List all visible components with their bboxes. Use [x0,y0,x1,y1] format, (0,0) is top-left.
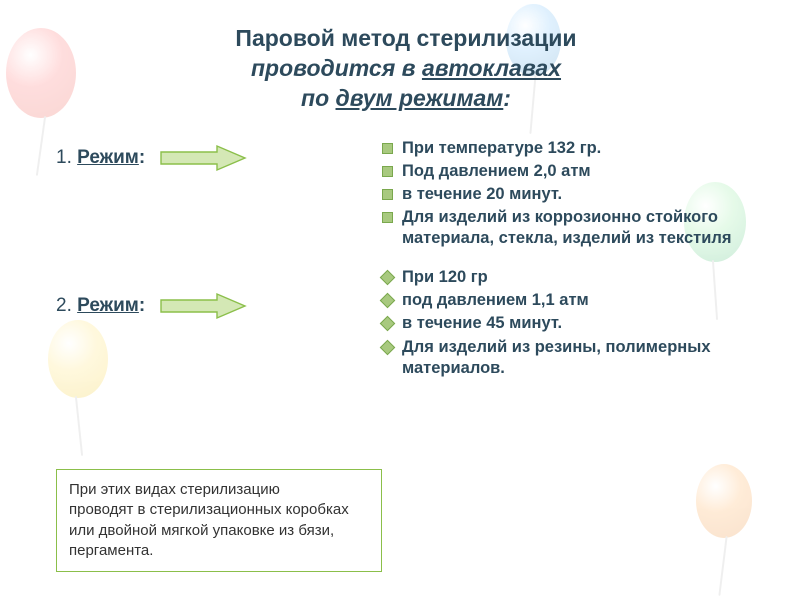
balloon-string [718,536,727,596]
list-item: При 120 гр [380,267,756,288]
mode-1-label: 1. Режим: [56,147,145,169]
title-line3-em: двум режимам [336,85,504,111]
list-item: При температуре 132 гр. [380,138,756,159]
balloon-icon [696,464,752,538]
columns: 1. Режим: 2. Режим: При температуре [56,138,756,397]
right-column: При температуре 132 гр. Под давлением 2,… [380,138,756,397]
footnote-box: При этих видах стерилизацию проводят в с… [56,469,382,572]
title-line2-em: автоклавах [422,55,561,81]
mode-1-number: 1. [56,147,72,168]
list-item: Для изделий из коррозионно стойкого мате… [380,207,756,249]
mode-2: 2. Режим: [56,292,356,320]
slide-title: Паровой метод стерилизации проводится в … [56,24,756,114]
slide-content: Паровой метод стерилизации проводится в … [0,0,800,417]
mode-2-word: Режим [77,295,139,316]
title-line1: Паровой метод стерилизации [235,25,576,51]
list-item: Для изделий из резины, полимерных матери… [380,337,756,379]
footnote-line: проводят в стерилизационных коробках или… [69,500,369,561]
mode-1: 1. Режим: [56,144,356,172]
title-line2-prefix: проводится в [251,55,422,81]
arrow-right-icon [159,144,247,172]
title-line3-suffix: : [503,85,511,111]
mode-1-colon: : [139,147,145,168]
mode-2-label: 2. Режим: [56,295,145,317]
footnote-line: При этих видах стерилизацию [69,480,369,500]
list-item: Под давлением 2,0 атм [380,161,756,182]
title-line2: проводится в автоклавах [251,55,561,81]
title-line3-prefix: по [301,85,336,111]
list-item: под давлением 1,1 атм [380,290,756,311]
mode-1-list: При температуре 132 гр. Под давлением 2,… [380,138,756,250]
list-item: в течение 20 минут. [380,184,756,205]
left-column: 1. Режим: 2. Режим: [56,138,356,397]
mode-2-colon: : [139,295,145,316]
title-line3: по двум режимам: [301,85,511,111]
mode-2-list: При 120 гр под давлением 1,1 атм в течен… [380,267,756,379]
mode-2-number: 2. [56,295,72,316]
list-item: в течение 45 минут. [380,313,756,334]
mode-1-word: Режим [77,147,139,168]
arrow-right-icon [159,292,247,320]
